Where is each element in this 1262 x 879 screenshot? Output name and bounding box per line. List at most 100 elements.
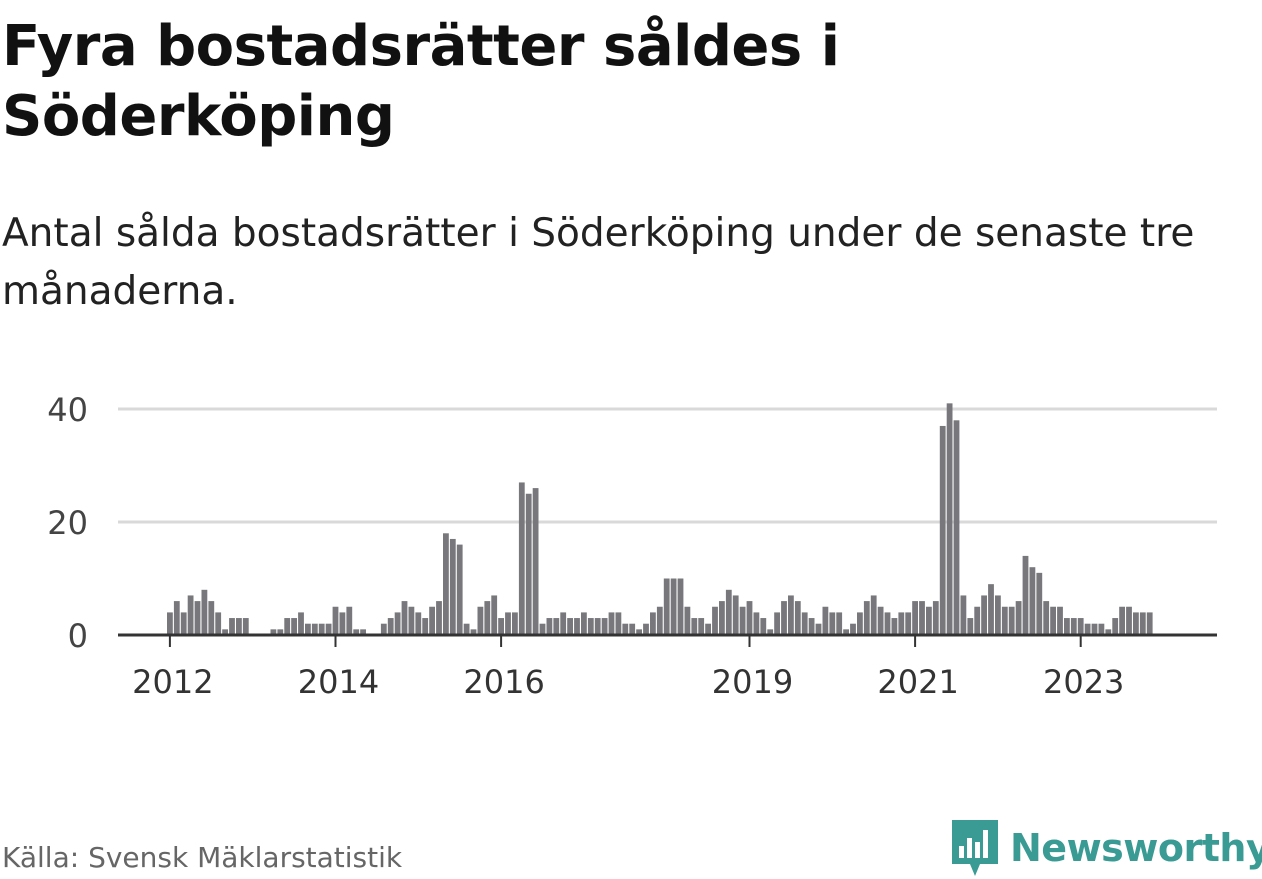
bar	[981, 595, 987, 635]
bar	[953, 420, 960, 635]
grid-lines	[118, 407, 1217, 524]
bar	[677, 578, 684, 635]
bar	[932, 601, 939, 635]
bar	[1119, 606, 1125, 635]
bar	[387, 618, 394, 635]
x-tick-label: 2014	[298, 663, 379, 701]
bar	[167, 612, 173, 635]
bar	[870, 595, 877, 635]
bar	[1001, 606, 1008, 635]
bar	[587, 618, 594, 635]
x-tick-label: 2019	[712, 663, 793, 701]
newsworthy-logo-icon	[952, 820, 998, 876]
bar	[732, 595, 739, 635]
bar	[1043, 601, 1050, 635]
bar	[236, 618, 242, 635]
bar	[712, 606, 718, 635]
chart-subtitle: Antal sålda bostadsrätter i Söderköping …	[2, 211, 1195, 314]
bar	[505, 612, 511, 635]
bar	[187, 595, 194, 635]
bar	[380, 623, 387, 635]
bar	[1105, 629, 1112, 635]
bar	[891, 618, 898, 635]
bar	[353, 629, 360, 635]
bar	[684, 606, 691, 635]
bar	[1146, 612, 1153, 635]
chart-title: Fyra bostadsrätter såldes i Söderköping	[2, 14, 840, 149]
bar	[967, 618, 974, 635]
bar	[546, 618, 553, 635]
source-note: Källa: Svensk Mäklarstatistik	[2, 841, 403, 874]
bar	[1112, 618, 1119, 635]
bar	[401, 601, 408, 635]
bar	[1084, 623, 1091, 635]
bar	[318, 623, 325, 635]
bar	[498, 618, 504, 635]
bar	[663, 578, 670, 635]
y-axis-ticks: 0 20 40	[47, 391, 88, 655]
bar	[615, 612, 622, 635]
bar	[698, 618, 705, 635]
bar	[788, 595, 794, 635]
bar	[532, 488, 539, 635]
bar	[1091, 623, 1098, 635]
bar	[291, 618, 297, 635]
bar	[443, 533, 449, 635]
bar	[629, 623, 636, 635]
bar	[656, 606, 663, 635]
bar	[705, 623, 711, 635]
bar	[346, 606, 353, 635]
bar	[325, 623, 332, 635]
bar	[781, 601, 787, 635]
bar	[912, 601, 918, 635]
bar	[1077, 618, 1084, 635]
bar	[539, 623, 546, 635]
bar	[1133, 612, 1139, 635]
bar	[491, 595, 498, 635]
bar	[512, 612, 518, 635]
bars	[167, 403, 1153, 635]
bar	[877, 606, 884, 635]
y-tick-label: 0	[68, 617, 88, 655]
bar	[843, 629, 849, 635]
bar	[222, 629, 228, 635]
bar	[774, 612, 780, 635]
bar	[829, 612, 836, 635]
bar	[822, 606, 829, 635]
bar	[284, 618, 291, 635]
bar	[1098, 623, 1105, 635]
bar	[436, 601, 442, 635]
bar	[808, 618, 815, 635]
bar	[408, 606, 415, 635]
bar	[801, 612, 808, 635]
bar	[470, 629, 477, 635]
bar	[767, 629, 774, 635]
bar	[622, 623, 629, 635]
bar	[594, 618, 601, 635]
bar	[429, 606, 435, 635]
y-tick-label: 20	[47, 504, 88, 542]
bar	[919, 601, 925, 635]
bar	[974, 606, 981, 635]
x-tick-label: 2023	[1043, 663, 1124, 701]
annotations: 4	[1167, 380, 1187, 388]
bar	[760, 618, 767, 635]
bar	[884, 612, 891, 635]
bar	[960, 595, 967, 635]
bar	[1064, 618, 1070, 635]
bar	[180, 612, 187, 635]
bar	[311, 623, 318, 635]
bar	[525, 493, 532, 635]
bar	[305, 623, 311, 635]
bar	[394, 612, 401, 635]
bar	[1070, 618, 1077, 635]
bar	[719, 601, 725, 635]
bar	[560, 612, 567, 635]
bar	[339, 612, 346, 635]
bar	[857, 612, 863, 635]
bar	[581, 612, 587, 635]
bar	[836, 612, 843, 635]
bar	[553, 618, 560, 635]
bar	[332, 606, 339, 635]
bar	[905, 612, 912, 635]
